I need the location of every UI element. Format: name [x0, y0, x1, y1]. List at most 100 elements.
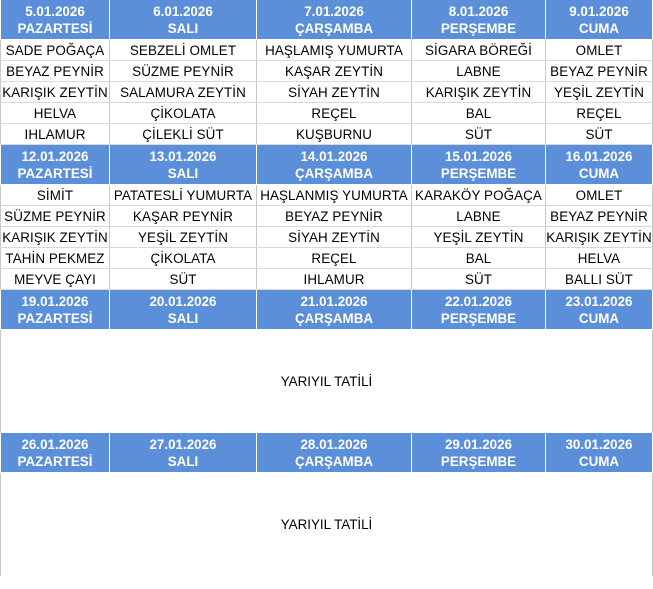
day-name: PERŞEMBE [440, 454, 517, 469]
day-header: 19.01.2026 PAZARTESİ [0, 289, 110, 330]
breakfast-menu-table: 5.01.2026 PAZARTESİ 6.01.2026 SALI 7.01.20… [0, 0, 653, 576]
menu-row: IHLAMUR ÇİLEKLİ SÜT KUŞBURNU SÜT SÜT [0, 123, 653, 145]
day-date: 21.01.2026 [300, 294, 368, 309]
menu-item: SÜT [411, 123, 546, 145]
day-date: 27.01.2026 [149, 437, 217, 452]
day-header: 8.01.2026 PERŞEMBE [411, 0, 546, 40]
menu-item: ÇİKOLATA [109, 102, 257, 124]
menu-item: SALAMURA ZEYTİN [109, 81, 257, 103]
menu-item: REÇEL [545, 102, 653, 124]
menu-item: KARIŞIK ZEYTİN [0, 81, 110, 103]
day-header: 16.01.2026 CUMA [545, 144, 653, 185]
menu-item: HELVA [545, 247, 653, 269]
day-name: PERŞEMBE [440, 21, 517, 36]
day-header: 27.01.2026 SALI [109, 433, 257, 473]
menu-item: YEŞİL ZEYTİN [109, 226, 257, 248]
day-date: 22.01.2026 [444, 294, 513, 309]
menu-row: KARIŞIK ZEYTİN SALAMURA ZEYTİN SİYAH ZEY… [0, 81, 653, 103]
menu-item: HAŞLAMIŞ YUMURTA [256, 39, 412, 61]
day-date: 23.01.2026 [565, 294, 633, 309]
menu-item: OMLET [545, 184, 653, 206]
day-date: 20.01.2026 [149, 294, 217, 309]
day-header: 26.01.2026 PAZARTESİ [0, 433, 110, 473]
day-name: SALI [167, 311, 199, 326]
menu-item: BEYAZ PEYNİR [256, 205, 412, 227]
day-header: 21.01.2026 ÇARŞAMBA [256, 289, 412, 330]
menu-item: KAŞAR ZEYTİN [256, 60, 412, 82]
menu-item: BEYAZ PEYNİR [545, 205, 653, 227]
menu-item: BEYAZ PEYNİR [545, 60, 653, 82]
day-date: 8.01.2026 [448, 4, 509, 19]
day-date: 30.01.2026 [565, 437, 633, 452]
day-name: PAZARTESİ [17, 21, 93, 36]
holiday-row: YARIYIL TATİLİ [0, 472, 653, 576]
menu-row: BEYAZ PEYNİR SÜZME PEYNİR KAŞAR ZEYTİN L… [0, 60, 653, 82]
day-name: ÇARŞAMBA [294, 454, 374, 469]
menu-item: KARIŞIK ZEYTİN [545, 226, 653, 248]
week-2-header-row: 12.01.2026 PAZARTESİ 13.01.2026 SALI 14.01… [0, 144, 653, 185]
menu-row: SİMİT PATATESLİ YUMURTA HAŞLANMIŞ YUMURT… [0, 184, 653, 206]
day-name: ÇARŞAMBA [294, 311, 374, 326]
holiday-note: YARIYIL TATİLİ [0, 472, 653, 576]
day-header: 28.01.2026 ÇARŞAMBA [256, 433, 412, 473]
week-3-header-row: 19.01.2026 PAZARTESİ 20.01.2026 SALI 21.01… [0, 289, 653, 330]
menu-item: SÜT [109, 268, 257, 290]
day-date: 7.01.2026 [304, 4, 364, 19]
day-name: SALI [167, 454, 199, 469]
day-header: 20.01.2026 SALI [109, 289, 257, 330]
menu-item: ÇİKOLATA [109, 247, 257, 269]
day-header: 12.01.2026 PAZARTESİ [0, 144, 110, 185]
menu-item: YEŞİL ZEYTİN [411, 226, 546, 248]
week-4-header-row: 26.01.2026 PAZARTESİ 27.01.2026 SALI 28.01… [0, 433, 653, 473]
menu-item: LABNE [411, 60, 546, 82]
menu-item: SİYAH ZEYTİN [256, 226, 412, 248]
day-header: 5.01.2026 PAZARTESİ [0, 0, 110, 40]
menu-item: HAŞLANMIŞ YUMURTA [256, 184, 412, 206]
holiday-row: YARIYIL TATİLİ [0, 329, 653, 433]
day-date: 6.01.2026 [153, 4, 213, 19]
day-name: PERŞEMBE [440, 311, 517, 326]
day-date: 26.01.2026 [21, 437, 89, 452]
menu-item: SÜT [545, 123, 653, 145]
day-name: SALI [167, 166, 199, 181]
menu-item: KAŞAR PEYNİR [109, 205, 257, 227]
day-name: PERŞEMBE [440, 166, 517, 181]
menu-item: REÇEL [256, 102, 412, 124]
day-name: CUMA [578, 166, 620, 181]
day-date: 19.01.2026 [21, 294, 89, 309]
week-1-header-row: 5.01.2026 PAZARTESİ 6.01.2026 SALI 7.01.20… [0, 0, 653, 40]
menu-item: KARIŞIK ZEYTİN [411, 81, 546, 103]
day-date: 14.01.2026 [300, 149, 368, 164]
menu-item: MEYVE ÇAYI [0, 268, 110, 290]
holiday-note: YARIYIL TATİLİ [0, 329, 653, 433]
menu-item: BAL [411, 247, 546, 269]
day-header: 23.01.2026 CUMA [545, 289, 653, 330]
day-header: 30.01.2026 CUMA [545, 433, 653, 473]
day-header: 7.01.2026 ÇARŞAMBA [256, 0, 412, 40]
menu-item: BALLI SÜT [545, 268, 653, 290]
day-header: 15.01.2026 PERŞEMBE [411, 144, 546, 185]
day-header: 29.01.2026 PERŞEMBE [411, 433, 546, 473]
day-header: 22.01.2026 PERŞEMBE [411, 289, 546, 330]
menu-item: SİYAH ZEYTİN [256, 81, 412, 103]
menu-item: BAL [411, 102, 546, 124]
day-name: PAZARTESİ [17, 166, 93, 181]
menu-item: SİMİT [0, 184, 110, 206]
day-name: ÇARŞAMBA [294, 21, 374, 36]
day-date: 28.01.2026 [300, 437, 368, 452]
day-date: 29.01.2026 [444, 437, 513, 452]
menu-item: SİGARA BÖREĞİ [411, 39, 546, 61]
menu-item: REÇEL [256, 247, 412, 269]
day-date: 12.01.2026 [21, 149, 89, 164]
day-name: ÇARŞAMBA [294, 166, 374, 181]
day-header: 14.01.2026 ÇARŞAMBA [256, 144, 412, 185]
menu-item: SÜZME PEYNİR [109, 60, 257, 82]
menu-row: MEYVE ÇAYI SÜT IHLAMUR SÜT BALLI SÜT [0, 268, 653, 290]
menu-item: SÜT [411, 268, 546, 290]
day-name: PAZARTESİ [17, 454, 93, 469]
menu-row: SÜZME PEYNİR KAŞAR PEYNİR BEYAZ PEYNİR L… [0, 205, 653, 227]
menu-item: LABNE [411, 205, 546, 227]
day-header: 6.01.2026 SALI [109, 0, 257, 40]
menu-item: OMLET [545, 39, 653, 61]
day-date: 5.01.2026 [25, 4, 85, 19]
